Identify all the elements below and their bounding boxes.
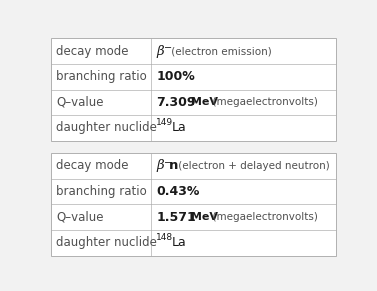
Text: 149: 149 bbox=[156, 118, 173, 127]
Text: MeV: MeV bbox=[187, 97, 218, 107]
Bar bbox=[51, 38, 336, 141]
Text: 1.571: 1.571 bbox=[156, 211, 196, 224]
Text: (megaelectronvolts): (megaelectronvolts) bbox=[206, 97, 318, 107]
Text: (electron + delayed neutron): (electron + delayed neutron) bbox=[175, 161, 330, 171]
Text: daughter nuclide: daughter nuclide bbox=[56, 236, 157, 249]
Text: La: La bbox=[172, 236, 187, 249]
Text: 7.309: 7.309 bbox=[156, 96, 196, 109]
Text: 100%: 100% bbox=[156, 70, 195, 83]
Text: Q–value: Q–value bbox=[56, 96, 103, 109]
Text: Q–value: Q–value bbox=[56, 211, 103, 224]
Text: −: − bbox=[164, 43, 172, 53]
Text: branching ratio: branching ratio bbox=[56, 185, 147, 198]
Text: branching ratio: branching ratio bbox=[56, 70, 147, 83]
Text: La: La bbox=[172, 121, 187, 134]
Bar bbox=[51, 153, 336, 255]
Text: daughter nuclide: daughter nuclide bbox=[56, 121, 157, 134]
Text: 0.43%: 0.43% bbox=[156, 185, 199, 198]
Text: (electron emission): (electron emission) bbox=[169, 46, 272, 56]
Text: MeV: MeV bbox=[187, 212, 218, 222]
Text: β: β bbox=[156, 159, 164, 173]
Text: β: β bbox=[156, 45, 164, 58]
Text: (megaelectronvolts): (megaelectronvolts) bbox=[206, 212, 318, 222]
Text: −: − bbox=[164, 158, 172, 168]
Text: n: n bbox=[169, 159, 178, 173]
Text: decay mode: decay mode bbox=[56, 45, 129, 58]
Text: 148: 148 bbox=[156, 233, 173, 242]
Text: decay mode: decay mode bbox=[56, 159, 129, 173]
